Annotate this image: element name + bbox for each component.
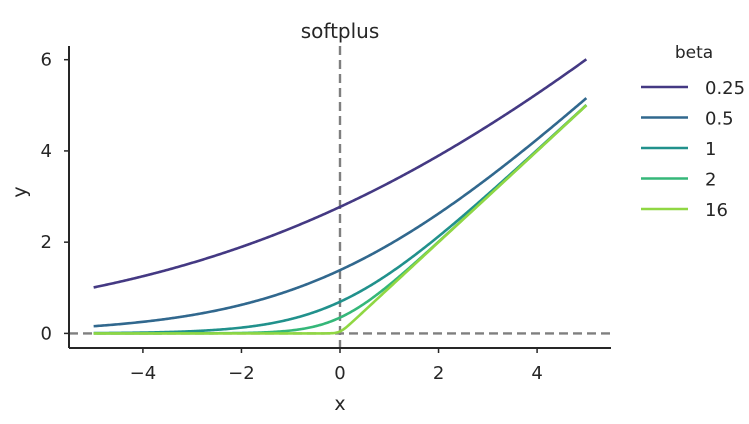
x-tick-label: 4	[531, 363, 542, 384]
x-tick-label: −2	[228, 363, 255, 384]
series-line-beta-0.5	[93, 97, 588, 328]
series-line-beta-16	[93, 104, 588, 335]
y-tick-label: 4	[41, 141, 52, 162]
legend-title: beta	[675, 43, 713, 63]
y-axis-label: y	[9, 186, 31, 197]
y-tick-label: 0	[41, 323, 52, 344]
legend-label-beta-0.5: 0.5	[705, 109, 734, 130]
legend-label-beta-1: 1	[705, 139, 716, 160]
x-tick-label: 0	[334, 363, 345, 384]
y-tick-label: 6	[41, 50, 52, 71]
x-ticks: −4 −2 0 2 4	[130, 348, 543, 384]
series-lines	[93, 58, 588, 335]
legend-label-beta-0.25: 0.25	[705, 78, 745, 99]
x-tick-label: 2	[433, 363, 444, 384]
x-axis-label: x	[334, 393, 345, 415]
chart-title: softplus	[301, 19, 380, 43]
legend-items: 0.25 0.5 1 2 16	[641, 78, 745, 221]
series-line-beta-0.25	[93, 58, 588, 289]
legend-label-beta-16: 16	[705, 200, 728, 221]
y-tick-label: 2	[41, 232, 52, 253]
x-tick-label: −4	[130, 363, 157, 384]
legend-label-beta-2: 2	[705, 170, 716, 191]
y-ticks: 0 2 4 6	[41, 50, 69, 344]
legend: beta 0.25 0.5 1 2 16	[641, 43, 745, 221]
